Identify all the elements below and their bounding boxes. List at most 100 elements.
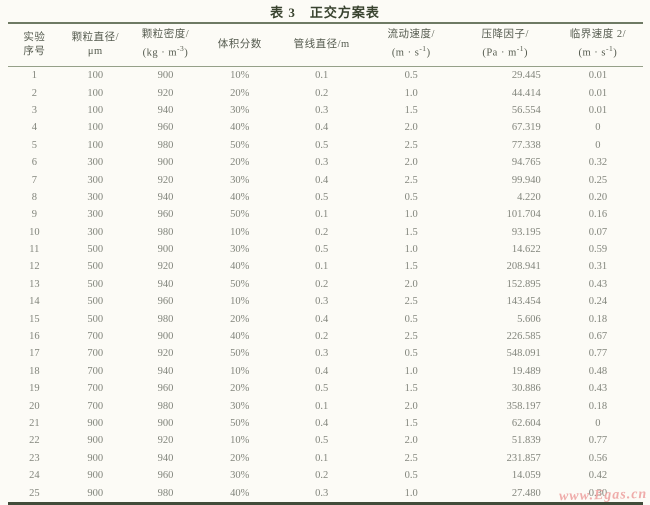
table-cell: 300 — [87, 209, 104, 221]
table-row: 1 100 900 10% 0.1 0.5 29.445 0.01 — [8, 67, 643, 85]
table-cell: 30% — [230, 174, 250, 186]
table-cell: 0.2 — [315, 331, 329, 343]
table-cell: 960 — [157, 470, 174, 482]
table-cell: 0.48 — [588, 365, 608, 377]
table-cell: 30.886 — [511, 383, 541, 395]
table-row: 21 900 900 50% 0.4 1.5 62.604 0 — [8, 415, 643, 432]
table-cell: 0.4 — [315, 174, 329, 186]
table-cell: 100 — [87, 87, 104, 99]
table-cell: 0 — [595, 122, 601, 134]
column-header: 体积分数 — [201, 23, 279, 67]
table-cell: 10 — [29, 226, 40, 238]
table-cell: 548.091 — [506, 348, 541, 360]
table-cell: 100 — [87, 139, 104, 151]
orthogonal-scheme-table: 实验 序号 颗粒直径/μm 颗粒密度/(kg · m-3) 体积分数 管线直径/m 流动速度… — [8, 22, 643, 505]
table-cell: 0.43 — [588, 278, 608, 290]
table-cell: 900 — [87, 435, 104, 447]
table-cell: 2.0 — [404, 278, 418, 290]
table-cell: 44.414 — [511, 87, 541, 99]
table-cell: 940 — [157, 278, 174, 290]
table-cell: 1.5 — [404, 226, 418, 238]
table-cell: 0.3 — [315, 348, 329, 360]
table-cell: 10% — [230, 365, 250, 377]
table-cell: 0.43 — [588, 383, 608, 395]
table-caption: 表 3 正交方案表 — [270, 5, 380, 20]
table-cell: 99.940 — [511, 174, 541, 186]
table-cell: 1.0 — [404, 365, 418, 377]
table-cell: 20% — [230, 383, 250, 395]
table-cell: 700 — [87, 365, 104, 377]
table-cell: 25 — [29, 487, 40, 499]
table-row: 3 100 940 30% 0.3 1.5 56.554 0.01 — [8, 102, 643, 119]
table-cell: 23 — [29, 452, 40, 464]
table-row: 15 500 980 20% 0.4 0.5 5.606 0.18 — [8, 310, 643, 327]
table-cell: 0.5 — [404, 348, 418, 360]
table-cell: 1.0 — [404, 87, 418, 99]
table-cell: 0.01 — [588, 104, 608, 116]
table-cell: 226.585 — [506, 331, 541, 343]
table-cell: 208.941 — [506, 261, 541, 273]
table-cell: 93.195 — [511, 226, 541, 238]
table-cell: 2.0 — [404, 400, 418, 412]
table-row: 24 900 960 30% 0.2 0.5 14.059 0.42 — [8, 467, 643, 484]
table-cell: 1.5 — [404, 261, 418, 273]
table-cell: 15 — [29, 313, 40, 325]
table-cell: 20% — [230, 87, 250, 99]
column-header: 颗粒密度/(kg · m-3) — [129, 23, 202, 67]
table-cell: 50% — [230, 418, 250, 429]
table-cell: 1.0 — [404, 244, 418, 256]
table-cell: 0.4 — [315, 313, 329, 325]
table-row: 22 900 920 10% 0.5 2.0 51.839 0.77 — [8, 432, 643, 449]
table-cell: 940 — [157, 104, 174, 116]
table-cell: 0.01 — [588, 87, 608, 99]
table-cell: 900 — [157, 331, 174, 343]
table-cell: 50% — [230, 209, 250, 221]
table-cell: 960 — [157, 296, 174, 308]
table-cell: 2.5 — [404, 296, 418, 308]
table-cell: 0.2 — [315, 278, 329, 290]
table-cell: 27.480 — [511, 487, 541, 499]
table-cell: 40% — [230, 191, 250, 203]
table-cell: 17 — [29, 348, 40, 360]
table-cell: 920 — [157, 87, 174, 99]
table-cell: 0.4 — [315, 365, 329, 377]
table-cell: 8 — [31, 191, 37, 203]
table-cell: 51.839 — [511, 435, 541, 447]
table-cell: 960 — [157, 209, 174, 221]
table-cell: 40% — [230, 487, 250, 499]
table-cell: 40% — [230, 331, 250, 343]
table-cell: 940 — [157, 452, 174, 464]
table-cell: 4 — [31, 122, 37, 134]
table-cell: 22 — [29, 435, 40, 447]
table-cell: 2.5 — [404, 452, 418, 464]
table-cell: 0.2 — [315, 226, 329, 238]
table-cell: 0.5 — [315, 139, 329, 151]
table-cell: 500 — [87, 278, 104, 290]
table-cell: 0.2 — [315, 470, 329, 482]
table-cell: 980 — [157, 313, 174, 325]
table-cell: 980 — [157, 226, 174, 238]
table-row: 12 500 920 40% 0.1 1.5 208.941 0.31 — [8, 258, 643, 275]
table-cell: 0.3 — [315, 296, 329, 308]
table-cell: 5.606 — [517, 313, 541, 325]
table-cell: 900 — [157, 418, 174, 429]
table-cell: 960 — [157, 383, 174, 395]
table-cell: 9 — [31, 209, 37, 221]
table-cell: 10% — [230, 226, 250, 238]
table-cell: 0.20 — [588, 191, 608, 203]
table-cell: 0.3 — [315, 104, 329, 116]
table-row: 14 500 960 10% 0.3 2.5 143.454 0.24 — [8, 293, 643, 310]
table-cell: 900 — [87, 452, 104, 464]
table-cell: 1.5 — [404, 418, 418, 429]
table-row: 16 700 900 40% 0.2 2.5 226.585 0.67 — [8, 328, 643, 345]
table-cell: 30% — [230, 104, 250, 116]
table-cell: 0.07 — [588, 226, 608, 238]
table-cell: 1.0 — [404, 209, 418, 221]
table-cell: 2.5 — [404, 139, 418, 151]
table-cell: 14.059 — [511, 470, 541, 482]
table-cell: 0.5 — [315, 191, 329, 203]
table-cell: 0.30 — [588, 487, 608, 499]
table-cell: 0.1 — [315, 261, 329, 273]
table-cell: 1.0 — [404, 487, 418, 499]
